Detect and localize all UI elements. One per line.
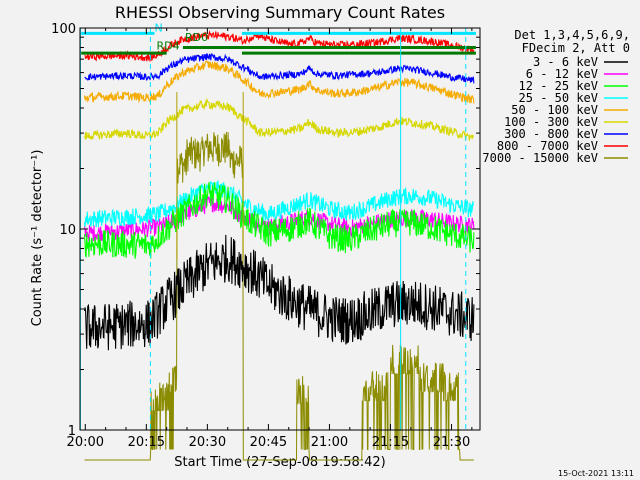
series-line-25-50-kev: [83, 180, 475, 228]
y-tick-label: 1: [68, 424, 76, 439]
y-axis-label: Count Rate (s⁻¹ detector⁻¹): [30, 150, 45, 327]
series-line-800-7000-kev: [84, 30, 475, 62]
annotation-rd4: RD4: [157, 40, 180, 53]
x-tick-label: 21:15: [372, 435, 409, 450]
series-line-3-6-kev: [83, 234, 475, 351]
legend-label: 6 - 12 keV: [526, 67, 598, 81]
series-line-300-800-kev: [84, 52, 475, 84]
legend-label: 7000 - 15000 keV: [482, 151, 598, 165]
x-tick-label: 21:00: [311, 435, 348, 450]
x-axis-label: Start Time (27-Sep-08 19:58:42): [174, 455, 385, 470]
y-tick-label: 10: [59, 223, 76, 238]
legend-label: 12 - 25 keV: [519, 79, 598, 93]
x-tick-label: 20:45: [250, 435, 287, 450]
series-line-100-300-kev: [83, 97, 475, 141]
x-tick-label: 20:00: [67, 435, 104, 450]
series-line-7000-15000-kev: [84, 131, 474, 461]
chart-title: RHESSI Observing Summary Count Rates: [115, 3, 445, 22]
legend-label: 3 - 6 keV: [533, 55, 598, 69]
annotation-rd0: RD0: [185, 31, 208, 44]
axes: 20:00 20:15 20:30 20:45 21:00 21:15 21:30 1 10 10…: [51, 22, 481, 450]
legend-label: 50 - 100 keV: [511, 103, 598, 117]
legend-label: 300 - 800 keV: [504, 127, 598, 141]
legend-label: 800 - 7000 keV: [497, 139, 598, 153]
legend-header-line-1: Det 1,3,4,5,6,9,: [514, 28, 630, 42]
legend-label: 100 - 300 keV: [504, 115, 598, 129]
x-tick-label: 21:30: [433, 435, 470, 450]
series-line-50-100-kev: [83, 60, 475, 104]
x-tick-label: 20:15: [128, 435, 165, 450]
y-tick-label: 100: [51, 22, 76, 37]
series-line-12-25-kev: [83, 181, 475, 259]
timestamp: 15-Oct-2021 13:11: [558, 469, 634, 478]
legend-header-line-2: FDecim 2, Att 0: [522, 41, 630, 55]
legend-label: 25 - 50 keV: [519, 91, 598, 105]
x-tick-label: 20:30: [189, 435, 226, 450]
